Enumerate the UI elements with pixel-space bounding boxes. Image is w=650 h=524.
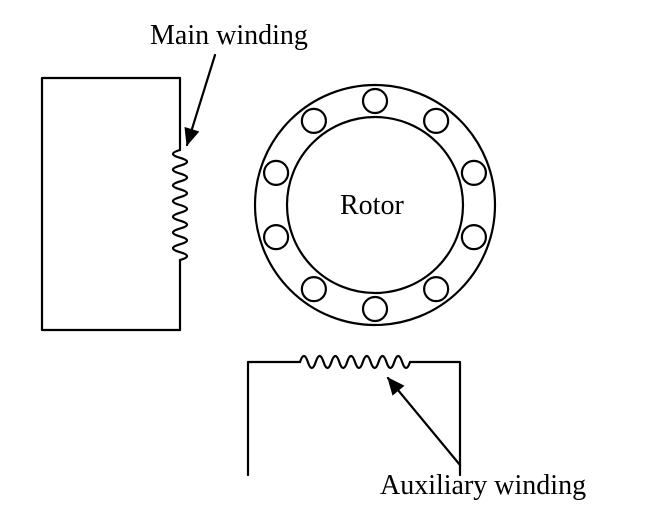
label-rotor: Rotor bbox=[340, 190, 404, 222]
diagram-svg bbox=[0, 0, 650, 524]
label-main-winding: Main winding bbox=[150, 20, 308, 52]
diagram-canvas: Main winding Rotor Auxiliary winding bbox=[0, 0, 650, 524]
label-aux-winding: Auxiliary winding bbox=[380, 470, 586, 502]
